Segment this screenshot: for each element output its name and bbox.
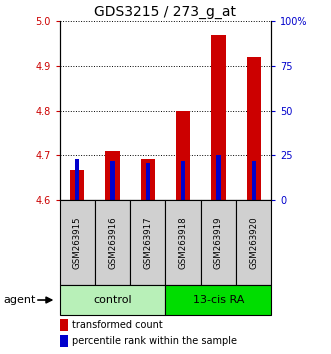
Bar xyxy=(146,163,150,200)
Bar xyxy=(216,155,220,200)
Bar xyxy=(60,285,166,315)
Bar xyxy=(60,335,68,347)
Bar xyxy=(166,200,201,285)
Text: control: control xyxy=(93,295,132,305)
Bar xyxy=(201,200,236,285)
Text: GSM263915: GSM263915 xyxy=(73,216,82,269)
Bar xyxy=(95,200,130,285)
Bar xyxy=(181,161,185,200)
Bar xyxy=(75,159,79,200)
Bar xyxy=(70,170,84,200)
Bar xyxy=(247,57,261,200)
Title: GDS3215 / 273_g_at: GDS3215 / 273_g_at xyxy=(94,5,237,19)
Bar xyxy=(166,285,271,315)
Text: 13-cis RA: 13-cis RA xyxy=(193,295,244,305)
Text: GSM263920: GSM263920 xyxy=(249,216,258,269)
Bar xyxy=(141,159,155,200)
Bar xyxy=(111,161,115,200)
Text: GSM263918: GSM263918 xyxy=(179,216,188,269)
Text: transformed count: transformed count xyxy=(72,320,163,330)
Text: GSM263916: GSM263916 xyxy=(108,216,117,269)
Bar xyxy=(130,200,166,285)
Text: GSM263917: GSM263917 xyxy=(143,216,152,269)
Text: GSM263919: GSM263919 xyxy=(214,216,223,269)
Bar xyxy=(176,110,190,200)
Bar xyxy=(252,161,256,200)
Bar xyxy=(60,200,95,285)
Bar xyxy=(236,200,271,285)
Text: agent: agent xyxy=(3,295,36,305)
Bar xyxy=(60,319,68,331)
Text: percentile rank within the sample: percentile rank within the sample xyxy=(72,336,237,346)
Bar xyxy=(212,35,225,200)
Bar xyxy=(106,151,119,200)
